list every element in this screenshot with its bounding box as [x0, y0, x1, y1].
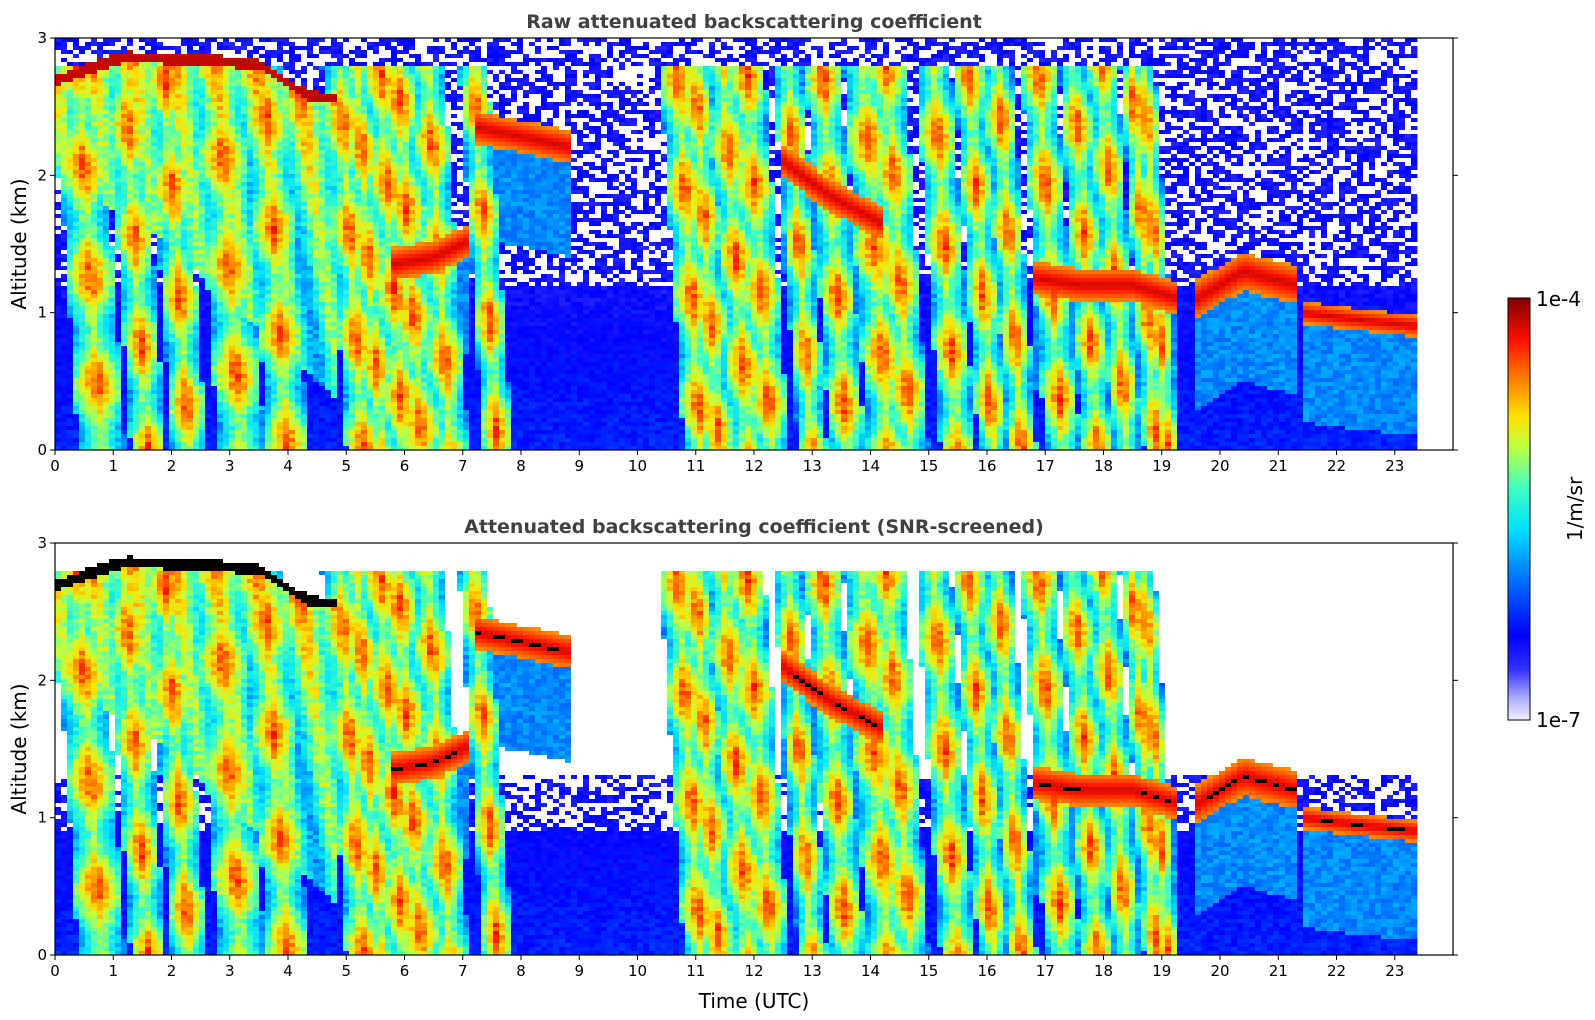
x-tick-label: 23 [1385, 457, 1404, 475]
heatmap-area [55, 543, 1418, 955]
x-tick-label: 21 [1269, 457, 1288, 475]
x-tick-label: 12 [744, 457, 763, 475]
x-tick-label: 13 [803, 457, 822, 475]
y-tick-label: 0 [37, 441, 47, 459]
colorbar: 1e-4 1e-7 1/m/sr [1507, 287, 1587, 732]
x-tick-label: 7 [458, 457, 468, 475]
heatmap-area [55, 38, 1418, 450]
x-tick-label: 11 [686, 962, 705, 980]
x-tick-label: 9 [574, 457, 584, 475]
x-tick-label: 22 [1327, 457, 1346, 475]
x-tick-label: 16 [977, 457, 996, 475]
x-tick-label: 8 [516, 962, 526, 980]
y-tick-label: 1 [37, 304, 47, 322]
colorbar-min-label: 1e-7 [1536, 708, 1581, 732]
panel-title: Raw attenuated backscattering coefficien… [526, 11, 982, 33]
raw-backscatter-panel: Raw attenuated backscattering coefficien… [7, 11, 1458, 475]
colorbar-unit-label: 1/m/sr [1563, 476, 1587, 541]
y-axis-label: Altitude (km) [7, 683, 31, 814]
x-tick-label: 6 [400, 962, 410, 980]
x-tick-label: 6 [400, 457, 410, 475]
x-tick-label: 15 [919, 962, 938, 980]
x-tick-label: 13 [803, 962, 822, 980]
y-tick-label: 3 [37, 534, 47, 552]
y-ticks: 0 1 2 3 [37, 534, 1458, 964]
y-tick-label: 2 [37, 166, 47, 184]
x-tick-label: 18 [1094, 962, 1113, 980]
x-tick-label: 17 [1036, 962, 1055, 980]
x-tick-label: 3 [225, 962, 235, 980]
x-tick-label: 17 [1036, 457, 1055, 475]
x-tick-label: 19 [1152, 457, 1171, 475]
x-ticks: 0 1 2 3 4 5 6 7 8 9 10 11 12 13 14 15 16 17 18 19 20 21 22 23 [50, 450, 1404, 475]
x-tick-label: 5 [341, 457, 351, 475]
x-tick-label: 0 [50, 457, 60, 475]
x-tick-label: 4 [283, 457, 293, 475]
x-tick-label: 1 [108, 962, 118, 980]
x-axis-label: Time (UTC) [698, 989, 810, 1013]
y-tick-label: 0 [37, 946, 47, 964]
x-tick-label: 3 [225, 457, 235, 475]
x-tick-label: 12 [744, 962, 763, 980]
x-tick-label: 10 [628, 457, 647, 475]
y-axis-label: Altitude (km) [7, 178, 31, 309]
x-tick-label: 4 [283, 962, 293, 980]
x-tick-label: 1 [108, 457, 118, 475]
x-tick-label: 11 [686, 457, 705, 475]
x-tick-label: 9 [574, 962, 584, 980]
x-tick-label: 14 [861, 962, 880, 980]
x-tick-label: 16 [977, 962, 996, 980]
x-tick-label: 20 [1210, 457, 1229, 475]
x-tick-label: 2 [167, 962, 177, 980]
x-tick-label: 14 [861, 457, 880, 475]
x-tick-label: 7 [458, 962, 468, 980]
y-ticks: 0 1 2 3 [37, 29, 1458, 459]
y-tick-label: 2 [37, 671, 47, 689]
x-tick-label: 21 [1269, 962, 1288, 980]
x-tick-label: 0 [50, 962, 60, 980]
x-tick-label: 19 [1152, 962, 1171, 980]
x-tick-label: 22 [1327, 962, 1346, 980]
snr-screened-panel: Attenuated backscattering coefficient (S… [7, 516, 1458, 1013]
x-tick-label: 10 [628, 962, 647, 980]
x-ticks: 0 1 2 3 4 5 6 7 8 9 10 11 12 13 14 15 16 17 18 19 20 21 22 23 [50, 955, 1404, 980]
x-tick-label: 20 [1210, 962, 1229, 980]
y-tick-label: 3 [37, 29, 47, 47]
colorbar-gradient [1507, 297, 1531, 721]
x-tick-label: 5 [341, 962, 351, 980]
colorbar-max-label: 1e-4 [1536, 287, 1581, 311]
y-tick-label: 1 [37, 809, 47, 827]
x-tick-label: 8 [516, 457, 526, 475]
panel-title: Attenuated backscattering coefficient (S… [464, 516, 1044, 538]
x-tick-label: 23 [1385, 962, 1404, 980]
x-tick-label: 15 [919, 457, 938, 475]
x-tick-label: 18 [1094, 457, 1113, 475]
x-tick-label: 2 [167, 457, 177, 475]
